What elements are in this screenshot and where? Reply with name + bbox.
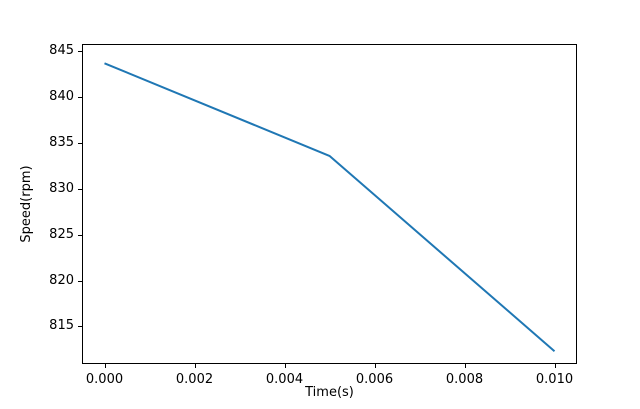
x-tick-mark xyxy=(464,364,466,368)
y-tick-mark xyxy=(78,97,82,99)
x-tick-label: 0.002 xyxy=(175,372,214,387)
y-tick-mark xyxy=(78,326,82,328)
x-tick-label: 0.004 xyxy=(265,372,304,387)
y-tick-label: 835 xyxy=(49,135,74,150)
y-tick-label: 825 xyxy=(49,226,74,242)
y-tick-label: 830 xyxy=(49,180,74,196)
y-tick-mark xyxy=(78,143,82,144)
x-tick-label: 0.006 xyxy=(355,372,394,387)
x-tick-mark xyxy=(194,364,196,368)
plot-area xyxy=(82,44,577,364)
x-tick-label: 0.000 xyxy=(85,372,124,387)
x-tick-mark xyxy=(284,364,286,368)
y-tick-label: 845 xyxy=(49,43,74,59)
y-tick-label: 840 xyxy=(49,89,74,105)
x-axis-label: Time(s) xyxy=(305,385,354,400)
y-tick-label: 820 xyxy=(49,272,74,288)
y-tick-label: 815 xyxy=(49,318,74,334)
speed-line-plot xyxy=(104,62,556,352)
speed-line xyxy=(104,62,556,352)
y-tick-mark xyxy=(78,188,82,190)
x-tick-mark xyxy=(104,364,106,368)
x-tick-mark xyxy=(554,364,556,368)
x-tick-mark xyxy=(374,364,376,368)
x-tick-label: 0.008 xyxy=(445,372,484,387)
y-tick-mark xyxy=(78,51,82,53)
x-tick-label: 0.010 xyxy=(535,372,574,387)
y-tick-mark xyxy=(78,234,82,236)
y-tick-mark xyxy=(78,280,82,282)
